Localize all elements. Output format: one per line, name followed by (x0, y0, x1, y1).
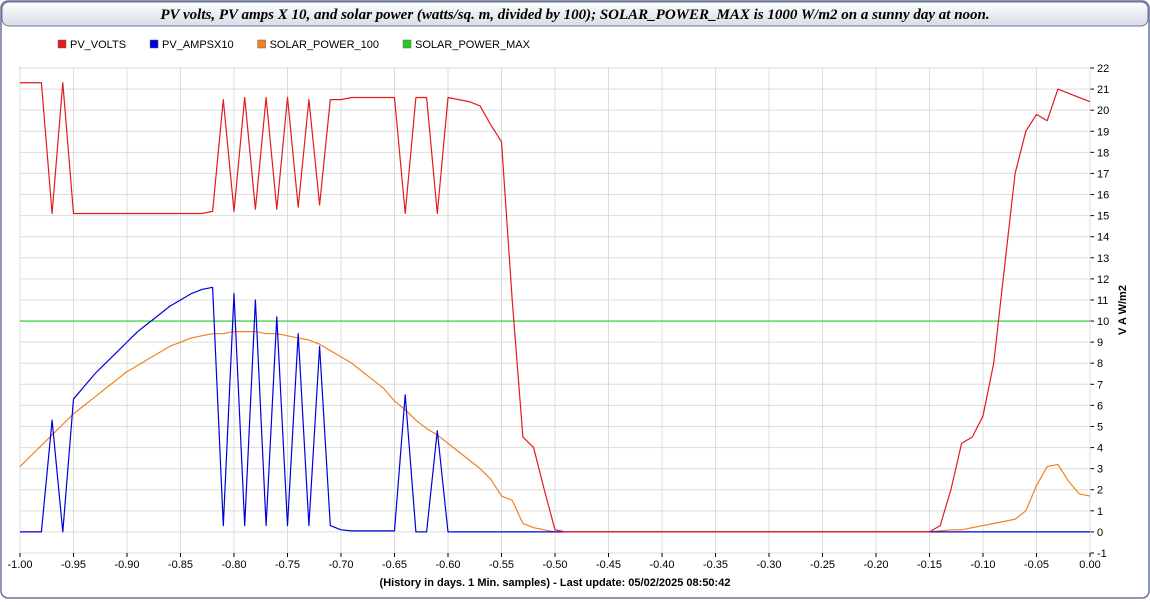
y-axis-label: V A W/m2 (1117, 285, 1129, 335)
x-tick-label: -0.20 (863, 559, 888, 571)
y-tick-label: 12 (1097, 274, 1109, 286)
x-tick-label: -1.00 (7, 559, 32, 571)
y-tick-label: 9 (1097, 337, 1103, 349)
y-tick-label: 20 (1097, 105, 1109, 117)
legend-label: SOLAR_POWER_100 (270, 39, 379, 51)
chart-title: PV volts, PV amps X 10, and solar power … (160, 7, 989, 23)
y-tick-label: 17 (1097, 168, 1109, 180)
x-tick-label: 0.00 (1079, 559, 1100, 571)
y-tick-label: 1 (1097, 506, 1103, 518)
legend-swatch (57, 39, 67, 49)
legend-swatch (257, 39, 266, 49)
x-tick-label: -0.75 (275, 559, 300, 571)
legend-label: SOLAR_POWER_MAX (415, 39, 531, 51)
legend-label: PV_VOLTS (70, 39, 126, 51)
x-tick-label: -0.55 (489, 559, 514, 571)
y-tick-label: 6 (1097, 400, 1103, 412)
x-tick-label: -0.45 (596, 559, 621, 571)
y-tick-label: 10 (1097, 316, 1109, 328)
x-tick-label: -0.70 (328, 559, 353, 571)
series-line (20, 82, 1091, 533)
x-tick-label: -0.05 (1024, 559, 1049, 571)
x-tick-label: -0.10 (970, 559, 995, 571)
x-tick-label: -0.35 (703, 559, 728, 571)
y-tick-label: 14 (1097, 232, 1109, 244)
x-tick-label: -0.90 (114, 559, 139, 571)
legend-swatch (402, 39, 412, 49)
y-tick-label: 18 (1097, 147, 1109, 159)
x-tick-label: -0.95 (61, 559, 86, 571)
y-tick-label: 8 (1097, 358, 1103, 370)
y-tick-label: 13 (1097, 253, 1109, 265)
y-tick-label: 15 (1097, 211, 1109, 223)
legend-label: PV_AMPSX10 (162, 39, 234, 51)
x-tick-label: -0.15 (917, 559, 942, 571)
y-tick-label: 4 (1097, 443, 1103, 455)
y-tick-label: 7 (1097, 379, 1103, 391)
x-tick-label: -0.85 (168, 559, 193, 571)
x-tick-label: -0.60 (435, 559, 460, 571)
y-tick-label: 11 (1097, 295, 1108, 307)
y-tick-label: 21 (1097, 84, 1109, 96)
y-tick-label: 16 (1097, 190, 1109, 202)
x-tick-label: -0.50 (542, 559, 567, 571)
y-tick-label: 2 (1097, 485, 1103, 497)
legend-swatch (149, 39, 159, 49)
x-tick-label: -0.65 (382, 559, 407, 571)
title-bar (1, 1, 1149, 27)
x-tick-label: -0.40 (649, 559, 674, 571)
y-tick-label: 22 (1097, 63, 1109, 75)
y-tick-label: 5 (1097, 421, 1103, 433)
y-tick-label: 19 (1097, 126, 1109, 138)
x-tick-label: -0.80 (221, 559, 246, 571)
x-tick-label: -0.25 (810, 559, 835, 571)
y-tick-label: -1 (1097, 548, 1107, 560)
x-tick-label: -0.30 (756, 559, 781, 571)
y-tick-label: 0 (1097, 527, 1103, 539)
y-tick-label: 3 (1097, 464, 1103, 476)
x-axis-label: (History in days. 1 Min. samples) - Last… (380, 577, 731, 589)
